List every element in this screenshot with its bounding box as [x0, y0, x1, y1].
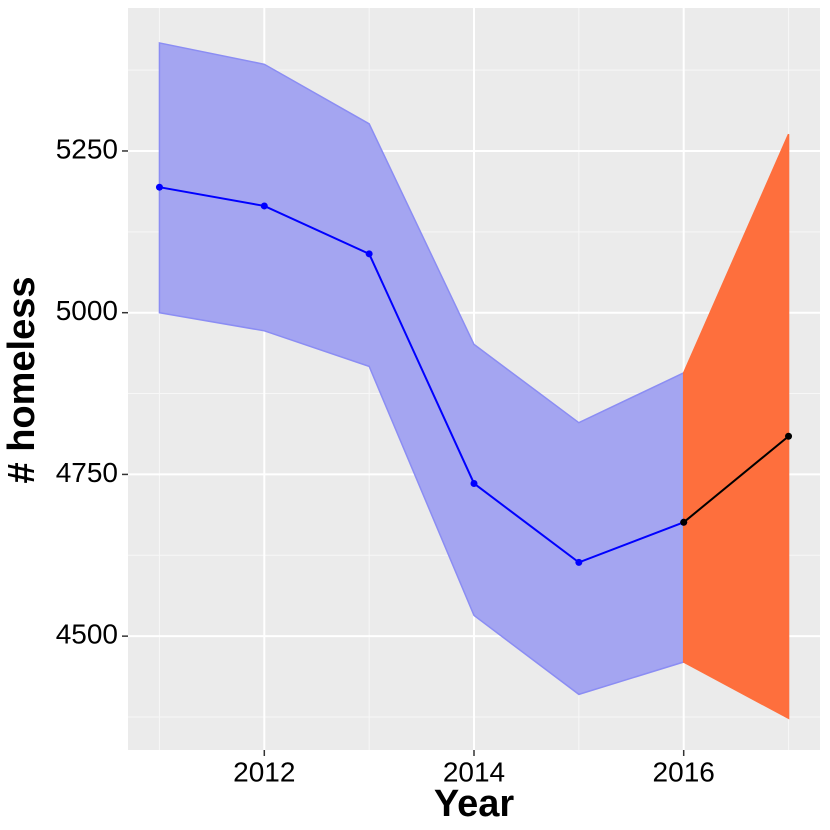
point	[365, 250, 373, 258]
point	[575, 558, 583, 566]
y-tick-label: 4500	[56, 619, 118, 650]
point	[155, 183, 163, 191]
y-tick-label: 4750	[56, 457, 118, 488]
axes: 2012 2014 2016 4500 4750 5000 5250	[56, 133, 715, 787]
x-tick-label: 2012	[233, 756, 295, 787]
x-tick-label: 2016	[653, 756, 715, 787]
point	[470, 479, 478, 487]
line	[159, 186, 685, 564]
confidence-band	[682, 133, 790, 720]
point	[260, 202, 268, 210]
y-axis-title: # homeless	[1, 277, 43, 484]
marks	[155, 42, 793, 720]
x-tick-label: 2014	[443, 756, 505, 787]
line	[683, 435, 790, 524]
y-tick-label: 5000	[56, 295, 118, 326]
point	[680, 518, 688, 526]
y-tick-label: 5250	[56, 133, 118, 164]
x-axis-title: Year	[434, 783, 515, 825]
point	[785, 432, 793, 440]
